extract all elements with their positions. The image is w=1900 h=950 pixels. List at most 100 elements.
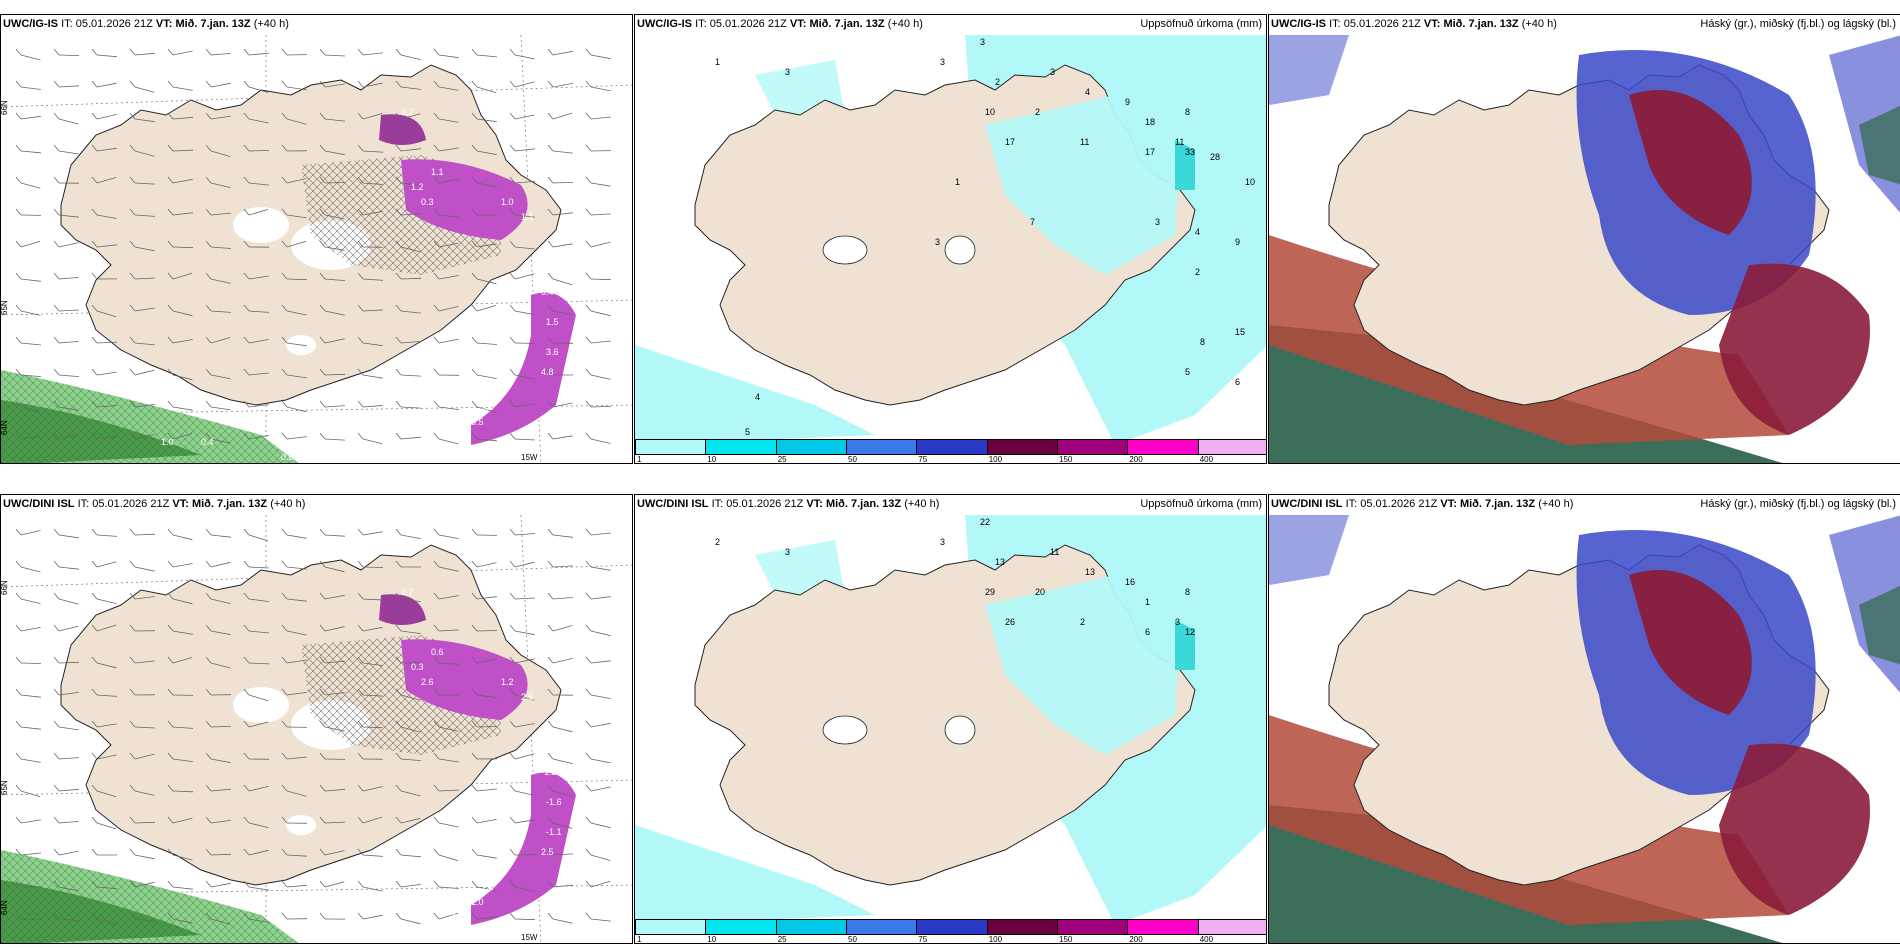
precip-value: 3	[940, 537, 945, 547]
map-panel-r2c3: UWC/DINI ISL IT: 05.01.2026 21Z VT: Mið.…	[1268, 494, 1900, 944]
map-canvas: 66N 65N 64N 15W 0.5 0.5 0.4 0.2 1.1 1.2 0.3 1.0 1.1 0…	[1, 15, 632, 463]
field-value: 0.2	[401, 107, 414, 117]
precip-value: 3	[1175, 617, 1180, 627]
colorbar-cell	[986, 439, 1058, 455]
vt-label: VT:	[1440, 498, 1457, 510]
field-value: 1.0	[471, 897, 484, 907]
field-value: 0.6	[281, 452, 294, 462]
field-value: 2.6	[421, 677, 434, 687]
lon-label: 15W	[521, 453, 538, 462]
colorbar-cell	[986, 919, 1058, 935]
panel-header: UWC/DINI ISL IT: 05.01.2026 21Z VT: Mið.…	[3, 497, 306, 511]
field-value: -1.6	[546, 797, 562, 807]
precip-value: 5	[1185, 367, 1190, 377]
field-value: -1.3	[41, 512, 57, 522]
panel-header: UWC/IG-IS IT: 05.01.2026 21Z VT: Mið. 7.…	[3, 17, 289, 31]
precip-value: 3	[940, 57, 945, 67]
colorbar-cell	[705, 439, 777, 455]
model-name: UWC/IG-IS	[637, 18, 692, 30]
precip-value: 15	[1235, 327, 1245, 337]
precip-value: 28	[1210, 152, 1220, 162]
model-name: UWC/IG-IS	[3, 18, 58, 30]
precip-value: 8	[1185, 587, 1190, 597]
precip-value: 4	[1085, 87, 1090, 97]
colorbar-cell	[916, 919, 988, 935]
lead-time: (+40 h)	[1521, 18, 1557, 30]
vt-value: Mið. 7.jan. 13Z	[1443, 18, 1519, 30]
precip-value: 1	[955, 177, 960, 187]
field-value: 0.7	[451, 427, 464, 437]
colorbar-cell	[1057, 439, 1129, 455]
lead-time: (+40 h)	[253, 18, 289, 30]
colorbar-label: 10	[707, 935, 717, 944]
map-panel-r2c2: 2 3 3 22 13 11 13 20 29 26 16 8 2 1 3 6 12 UWC/DINI ISL …	[634, 494, 1267, 944]
precip-value: 4	[1195, 227, 1200, 237]
colorbar-label: 75	[918, 455, 928, 464]
precip-value: 13	[995, 557, 1005, 567]
precip-value: 13	[1085, 567, 1095, 577]
map-panel-r1c1: 66N 65N 64N 15W 0.5 0.5 0.4 0.2 1.1 1.2 0.3 1.0 1.1 0…	[0, 14, 633, 464]
precip-value: 1	[1145, 597, 1150, 607]
lead-time: (+40 h)	[887, 18, 923, 30]
vt-label: VT:	[789, 18, 807, 30]
colorbar-label: 1	[637, 455, 642, 464]
it-label: IT:	[1329, 18, 1341, 30]
field-value: 1.2	[481, 882, 494, 892]
vt-value: Mið. 7.jan. 13Z	[191, 498, 268, 510]
precip-value: 11	[1080, 137, 1089, 147]
colorbar-label: 100	[988, 935, 1003, 944]
precip-value: 1	[715, 57, 720, 67]
field-value: 1.1	[431, 167, 444, 177]
precip-value: 12	[1185, 627, 1195, 637]
lat-label: 66N	[1, 580, 9, 595]
precip-value: 9	[1235, 237, 1240, 247]
precip-value: 7	[1030, 217, 1035, 227]
field-value: 1.0	[501, 197, 514, 207]
precip-value: 11	[1050, 547, 1059, 557]
lead-time: (+40 h)	[904, 498, 940, 510]
colorbar-label: 50	[848, 455, 857, 464]
field-value: 1.2	[501, 677, 514, 687]
precip-value: 3	[785, 67, 790, 77]
precip-value: 4	[755, 392, 760, 402]
map-panel-r1c2: 1 3 3 3 2 3 4 2 10 17 9 8 11 18 11 17 33 28 10 3 4 9 2 1 3 7 15 8 5 6…	[634, 14, 1267, 464]
vt-value: Mið. 7.jan. 13Z	[175, 18, 251, 30]
it-value: 05.01.2026 21Z	[92, 498, 170, 510]
map-canvas	[1269, 495, 1900, 943]
colorbar-label: 25	[777, 935, 787, 944]
field-value: 1.1	[521, 212, 534, 222]
precip-value: 2	[715, 537, 720, 547]
precip-value: 20	[1035, 587, 1045, 597]
lat-label: 64N	[1, 900, 9, 915]
field-value: 0.3	[421, 197, 434, 207]
panel-header: UWC/IG-IS IT: 05.01.2026 21Z VT: Mið. 7.…	[1271, 17, 1557, 31]
it-label: IT:	[77, 498, 90, 510]
precip-value: 3	[1050, 67, 1055, 77]
colorbar-label: 1	[637, 935, 642, 944]
lat-label: 65N	[1, 780, 9, 795]
map-canvas	[1269, 15, 1900, 463]
model-name: UWC/IG-IS	[1271, 18, 1326, 30]
it-value: 05.01.2026 21Z	[1360, 498, 1438, 510]
vt-label: VT:	[155, 18, 173, 30]
it-label: IT:	[1345, 498, 1358, 510]
precip-value: 6	[1235, 377, 1240, 387]
colorbar-label: 75	[918, 935, 928, 944]
precip-value: 2	[1035, 107, 1040, 117]
field-value: 0.5	[471, 417, 484, 427]
colorbar-cell	[1197, 439, 1266, 455]
it-value: 05.01.2026 21Z	[1343, 18, 1421, 30]
field-value: 0.5	[81, 37, 94, 47]
field-value: 1.2	[411, 182, 424, 192]
precip-value: 2	[995, 77, 1000, 87]
model-name: UWC/DINI ISL	[637, 498, 709, 510]
panel-header: UWC/DINI ISL IT: 05.01.2026 21Z VT: Mið.…	[637, 497, 940, 511]
precip-value: 3	[980, 37, 985, 47]
field-value: 3.6	[546, 347, 559, 357]
vt-value: Mið. 7.jan. 13Z	[825, 498, 902, 510]
field-value: 2.1	[481, 402, 494, 412]
colorbar-label: 150	[1059, 455, 1073, 464]
precip-value: 6	[1145, 627, 1150, 637]
field-value: 2.6	[521, 692, 534, 702]
